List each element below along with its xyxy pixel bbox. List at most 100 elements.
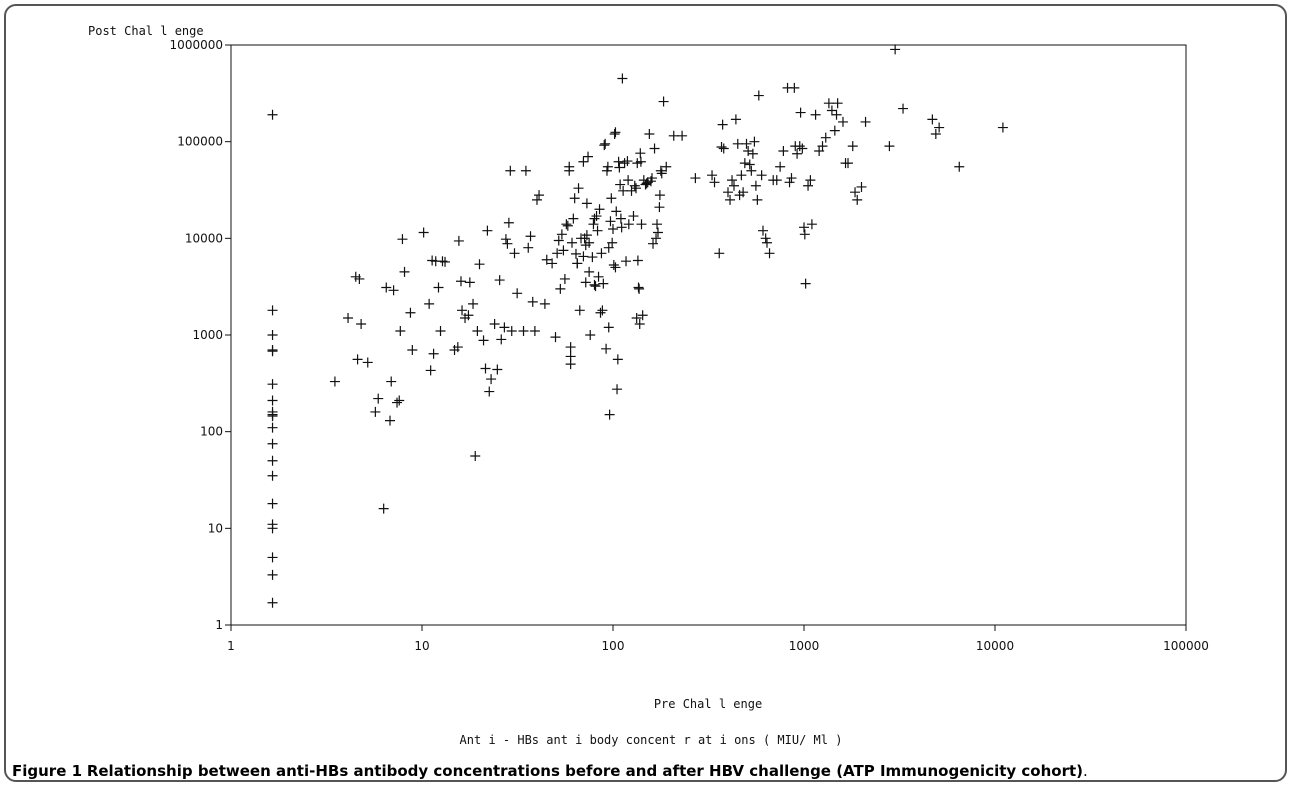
data-point: [884, 141, 895, 152]
data-point: [615, 179, 626, 190]
data-point: [633, 282, 644, 293]
data-point: [602, 161, 613, 172]
data-point: [594, 204, 605, 215]
data-point: [852, 194, 863, 205]
data-point: [612, 384, 623, 395]
data-point: [267, 305, 278, 316]
data-point: [730, 114, 741, 125]
data-point: [601, 343, 612, 354]
data-point: [637, 310, 648, 321]
data-point: [661, 161, 672, 172]
data-point: [573, 183, 584, 194]
data-point: [378, 503, 389, 514]
data-point: [736, 170, 747, 181]
data-point: [343, 312, 354, 323]
figure-caption: Figure 1 Relationship between anti-HBs a…: [12, 762, 1282, 780]
data-point: [595, 307, 606, 318]
data-point: [646, 173, 657, 184]
data-point: [570, 248, 581, 259]
data-point: [860, 116, 871, 127]
data-point: [930, 129, 941, 140]
data-point: [492, 364, 503, 375]
data-point: [837, 116, 848, 127]
data-point: [484, 386, 495, 397]
data-point: [509, 248, 520, 259]
scatter-chart: Post Chal l enge 1 10 100 1000 10000 100000 10…: [88, 24, 1209, 747]
data-point: [601, 165, 612, 176]
data-point: [760, 233, 771, 244]
data-point: [797, 143, 808, 154]
data-point: [468, 298, 479, 309]
data-point: [405, 307, 416, 318]
data-point: [529, 325, 540, 336]
data-point: [474, 259, 485, 270]
data-point: [472, 325, 483, 336]
data-point: [453, 235, 464, 246]
data-point: [512, 288, 523, 299]
y-tick-label: 10000: [185, 231, 223, 245]
data-point: [656, 168, 667, 179]
x-tick-label: 10000: [976, 639, 1014, 653]
data-point: [792, 148, 803, 159]
data-point: [267, 346, 278, 357]
data-point: [534, 190, 545, 201]
data-point: [556, 229, 567, 240]
data-point: [718, 143, 729, 154]
data-point: [634, 283, 645, 294]
data-point: [395, 325, 406, 336]
data-point: [352, 354, 363, 365]
y-axis: 1 10 100 1000 10000 100000 1000000: [170, 38, 231, 632]
data-point: [583, 151, 594, 162]
data-point: [547, 258, 558, 269]
data-point: [565, 342, 576, 353]
data-point: [604, 409, 615, 420]
y-tick-label: 1000000: [170, 38, 223, 52]
data-point: [500, 234, 511, 245]
x-axis: 1 10 100 1000 10000 100000: [227, 625, 1209, 653]
data-point: [725, 194, 736, 205]
data-point: [596, 248, 607, 259]
data-point: [738, 187, 749, 198]
data-point: [716, 142, 727, 153]
data-point: [752, 194, 763, 205]
data-point: [392, 397, 403, 408]
data-point: [722, 187, 733, 198]
data-point: [565, 351, 576, 362]
data-point: [757, 225, 768, 236]
data-point: [805, 175, 816, 186]
data-point: [756, 170, 767, 181]
data-point: [617, 73, 628, 84]
units-footnote: Ant i - HBs ant i body concent r at i on…: [460, 733, 843, 747]
data-point: [652, 219, 663, 230]
data-point: [614, 162, 625, 173]
data-point: [623, 175, 634, 186]
data-point: [370, 406, 381, 417]
data-point: [541, 254, 552, 265]
data-point: [612, 354, 623, 365]
data-point: [640, 179, 651, 190]
data-point: [843, 158, 854, 169]
data-point: [558, 245, 569, 256]
data-point: [356, 318, 367, 329]
data-point: [578, 156, 589, 167]
x-tick-label: 100: [602, 639, 625, 653]
data-point: [523, 242, 534, 253]
data-point: [527, 296, 538, 307]
data-point: [569, 193, 580, 204]
data-point: [747, 148, 758, 159]
data-point: [578, 251, 589, 262]
data-point: [562, 220, 573, 231]
data-point: [407, 344, 418, 355]
data-point: [831, 109, 842, 120]
data-point: [654, 190, 665, 201]
data-point: [561, 219, 572, 230]
data-point: [832, 98, 843, 109]
data-point: [823, 98, 834, 109]
data-point: [605, 216, 616, 227]
data-point: [927, 114, 938, 125]
data-point: [621, 256, 632, 267]
data-point: [386, 376, 397, 387]
data-point: [635, 148, 646, 159]
data-point: [564, 161, 575, 172]
data-point: [591, 211, 602, 222]
